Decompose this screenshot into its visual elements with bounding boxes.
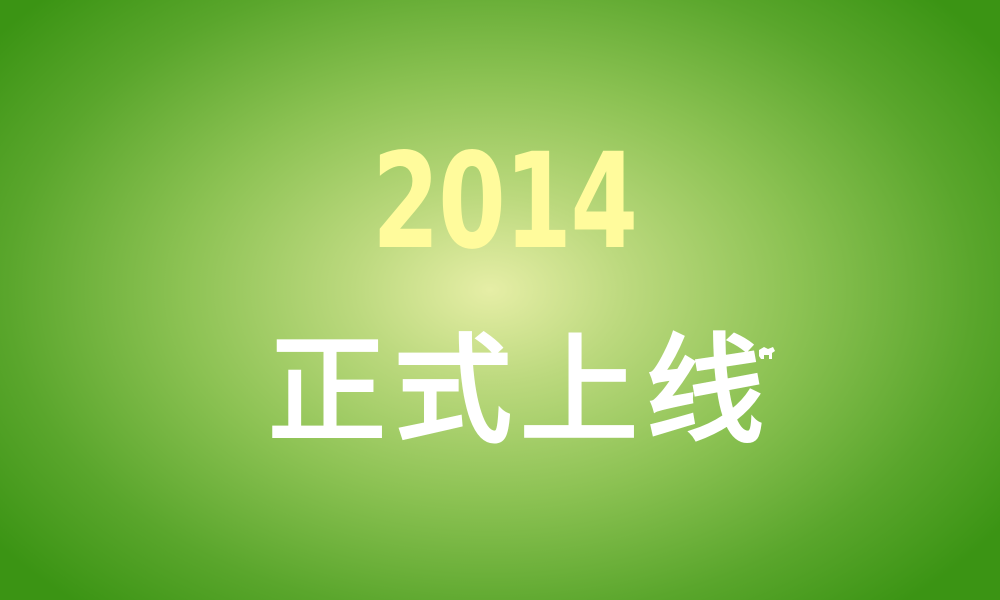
small-goat-icon [759,347,775,359]
launch-tagline: 正式上线 [268,322,773,460]
year-heading: 2014 [372,125,638,279]
